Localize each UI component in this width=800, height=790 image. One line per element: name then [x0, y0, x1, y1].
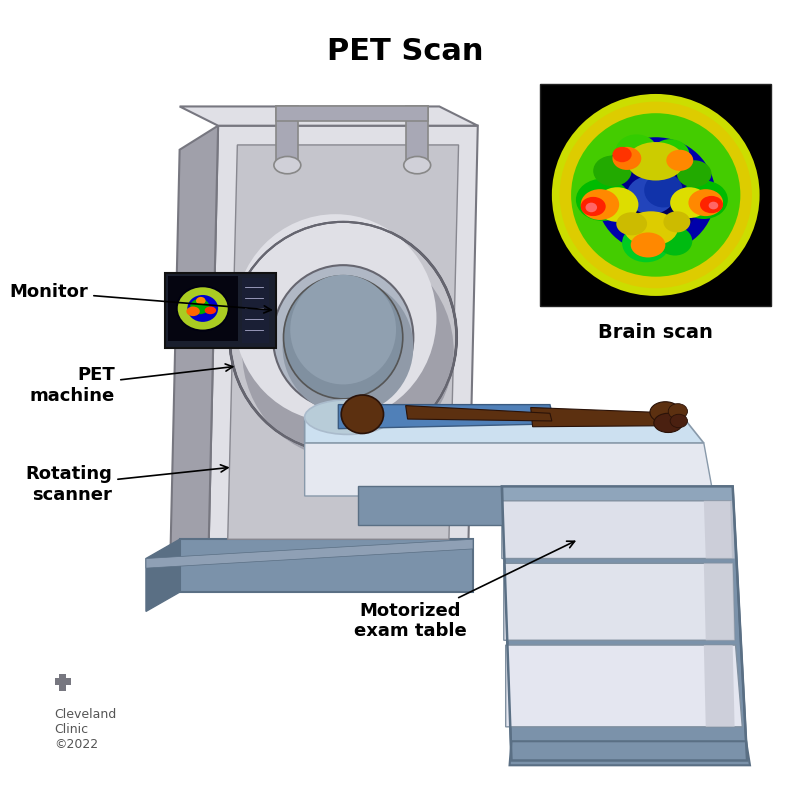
Ellipse shape [615, 134, 658, 169]
Ellipse shape [290, 275, 396, 385]
Polygon shape [166, 273, 276, 348]
Bar [540, 85, 771, 306]
Ellipse shape [596, 187, 638, 222]
Polygon shape [146, 540, 180, 611]
Ellipse shape [658, 227, 692, 255]
Ellipse shape [552, 94, 760, 296]
Ellipse shape [709, 201, 718, 209]
Ellipse shape [616, 213, 647, 235]
Ellipse shape [342, 395, 383, 434]
Polygon shape [530, 408, 661, 427]
Polygon shape [199, 289, 228, 303]
Ellipse shape [404, 156, 430, 174]
Polygon shape [358, 487, 502, 525]
Polygon shape [276, 107, 428, 121]
Polygon shape [704, 563, 734, 640]
Ellipse shape [613, 147, 632, 162]
Polygon shape [209, 126, 478, 554]
Ellipse shape [190, 299, 210, 314]
Ellipse shape [305, 400, 391, 435]
Polygon shape [504, 563, 734, 640]
Ellipse shape [242, 244, 454, 460]
Polygon shape [704, 501, 734, 559]
Ellipse shape [586, 203, 597, 213]
Ellipse shape [581, 197, 606, 216]
Ellipse shape [274, 156, 301, 174]
Ellipse shape [205, 307, 216, 314]
Ellipse shape [650, 402, 681, 423]
Ellipse shape [651, 139, 690, 170]
Ellipse shape [282, 280, 414, 414]
Ellipse shape [576, 179, 630, 221]
Ellipse shape [700, 196, 723, 213]
Polygon shape [276, 107, 298, 164]
Bar [168, 276, 238, 341]
Ellipse shape [273, 265, 414, 409]
Polygon shape [506, 645, 742, 727]
Ellipse shape [234, 214, 437, 422]
Ellipse shape [559, 102, 752, 288]
Polygon shape [146, 540, 473, 568]
Ellipse shape [283, 276, 402, 399]
Ellipse shape [670, 187, 709, 218]
Polygon shape [358, 487, 733, 501]
Polygon shape [305, 419, 704, 443]
Text: Motorized
exam table: Motorized exam table [354, 541, 574, 641]
Ellipse shape [196, 297, 206, 305]
Ellipse shape [186, 307, 200, 316]
Ellipse shape [670, 414, 687, 427]
Ellipse shape [689, 189, 723, 216]
Polygon shape [338, 404, 554, 429]
Ellipse shape [187, 295, 218, 322]
Polygon shape [305, 443, 714, 496]
Ellipse shape [596, 137, 715, 253]
Ellipse shape [613, 147, 642, 170]
Text: Rotating
scanner: Rotating scanner [26, 465, 228, 504]
Ellipse shape [627, 178, 685, 231]
Text: Cleveland
Clinic
©2022: Cleveland Clinic ©2022 [54, 708, 117, 750]
Ellipse shape [630, 232, 666, 258]
Ellipse shape [613, 160, 699, 240]
Text: Brain scan: Brain scan [598, 323, 713, 342]
Polygon shape [228, 145, 458, 540]
Ellipse shape [624, 211, 678, 246]
Ellipse shape [654, 413, 682, 432]
Ellipse shape [581, 189, 619, 220]
Polygon shape [180, 107, 478, 126]
Ellipse shape [176, 285, 230, 332]
Ellipse shape [677, 160, 711, 187]
Text: Monitor: Monitor [10, 283, 271, 313]
Bar [54, 678, 71, 684]
Ellipse shape [178, 288, 228, 329]
Polygon shape [704, 645, 734, 727]
Ellipse shape [230, 222, 457, 453]
Ellipse shape [627, 175, 675, 214]
Ellipse shape [622, 224, 670, 262]
Polygon shape [170, 126, 218, 573]
Ellipse shape [627, 142, 685, 181]
Ellipse shape [668, 404, 687, 419]
Ellipse shape [680, 181, 728, 219]
Ellipse shape [644, 173, 682, 208]
Polygon shape [502, 487, 747, 761]
Polygon shape [406, 405, 552, 421]
Ellipse shape [594, 156, 632, 186]
Polygon shape [406, 107, 428, 164]
Text: PET Scan: PET Scan [327, 37, 484, 66]
Polygon shape [502, 501, 733, 559]
Ellipse shape [663, 211, 690, 232]
Bar [242, 277, 269, 343]
Text: PET
machine: PET machine [30, 364, 233, 404]
Polygon shape [510, 741, 750, 766]
Ellipse shape [571, 113, 740, 276]
Polygon shape [180, 540, 473, 592]
Bar [59, 674, 66, 691]
Ellipse shape [666, 150, 694, 171]
